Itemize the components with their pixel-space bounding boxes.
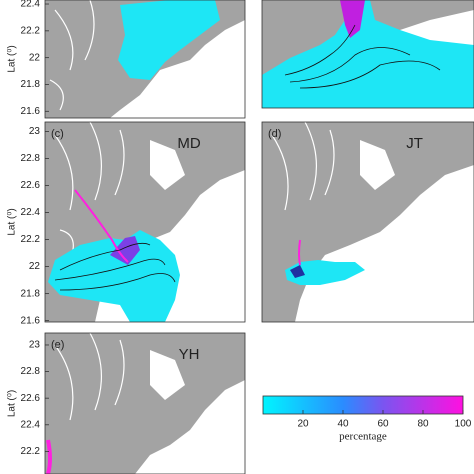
y-tick-label: 22.2 [21,234,41,245]
colorbar [262,395,464,415]
sea [295,165,474,322]
plume [262,0,474,108]
y-tick-label: 22 [29,52,41,63]
plume [48,230,180,322]
panel-name: JT [406,135,423,152]
axis-title: Lat (⁰) [7,390,18,417]
river [271,121,335,211]
sea [110,20,245,118]
plume-core [290,265,305,278]
plume [118,0,220,80]
bay [360,140,395,190]
map-panel-b [261,0,474,109]
y-tick-label: 21.6 [21,315,41,326]
frame [261,0,474,109]
map-panel-e [44,332,246,474]
plume [285,260,365,285]
panel-name: MD [177,135,200,152]
y-tick-label: 22.2 [21,446,41,457]
axis-title: Lat (⁰) [7,208,18,235]
colorbar-tick-label: 100 [455,419,472,430]
river [49,0,95,111]
contour [54,242,176,291]
y-tick-label: 23 [29,126,41,137]
y-tick-label: 22.8 [21,153,41,164]
frame [44,121,246,323]
y-tick-label: 22.4 [21,419,41,430]
y-tick-label: 22.2 [21,25,41,36]
axis-title: Lat (⁰) [7,45,18,72]
y-tick-label: 21.8 [21,288,41,299]
y-tick-label: 21.8 [21,79,41,90]
colorbar-label: percentage [339,431,387,443]
contour [284,24,441,89]
frame [261,121,474,323]
panel-name: YH [179,346,200,363]
map-panel-c [44,121,246,323]
river [54,121,125,261]
plume-streak [46,439,52,474]
plume-core [340,0,365,38]
y-tick-label: 22.4 [21,0,41,10]
plume-core [110,236,140,265]
y-tick-label: 22.6 [21,180,41,191]
y-tick-label: 22.6 [21,393,41,404]
bay [150,350,185,400]
frame [44,0,246,119]
frame [44,332,246,474]
colorbar-tick-label: 60 [377,419,389,430]
colorbar-tick-label: 80 [417,419,429,430]
y-tick-label: 21.6 [21,106,41,117]
map-panel-d [261,121,474,323]
plume-streak [298,239,301,266]
panel-label: (c) [51,128,64,140]
y-tick-label: 22.8 [21,366,41,377]
panel-label: (e) [51,339,64,351]
panel-label: (d) [268,128,281,140]
plume-streak [74,189,129,263]
colorbar-tick-label: 20 [297,419,309,430]
y-tick-label: 22 [29,261,41,272]
river [54,332,125,421]
y-tick-label: 22.4 [21,207,41,218]
colorbar-tick-label: 40 [337,419,349,430]
bay [150,140,185,190]
y-tick-label: 23 [29,340,41,351]
sea [135,380,245,474]
map-panel-a [44,0,246,119]
